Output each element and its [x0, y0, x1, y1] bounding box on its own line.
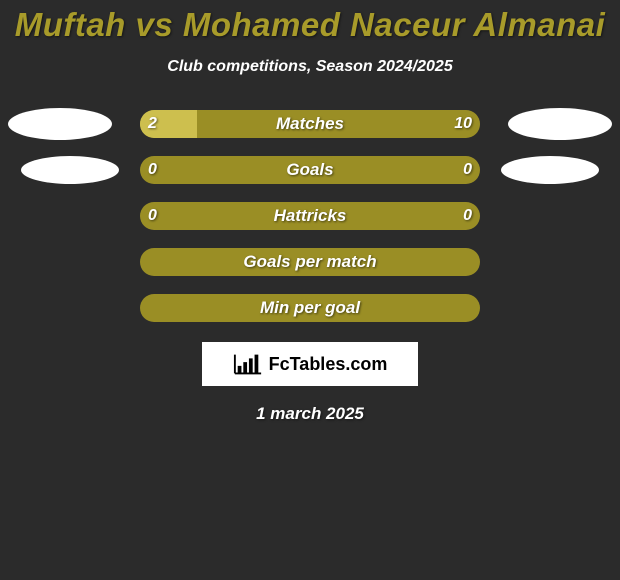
stat-value-left: 0 [148, 156, 182, 184]
stat-value-left: 2 [148, 110, 182, 138]
stat-row: Goals0 0 [0, 152, 620, 198]
stat-bar: Hattricks0 0 [140, 202, 480, 230]
footer-date: 1 march 2025 [0, 404, 620, 424]
bar-chart-icon [233, 352, 263, 376]
stat-row: Min per goal [0, 290, 620, 336]
stat-value-right: 10 [438, 110, 472, 138]
stat-label: Min per goal [140, 294, 480, 322]
stat-bar: Goals per match [140, 248, 480, 276]
page-subtitle: Club competitions, Season 2024/2025 [0, 58, 620, 76]
stat-label: Goals per match [140, 248, 480, 276]
stat-value-right: 0 [438, 156, 472, 184]
player-avatar-left [8, 108, 112, 140]
stat-value-right [438, 248, 472, 276]
stat-bar: Goals0 0 [140, 156, 480, 184]
brand-text: FcTables.com [269, 354, 388, 375]
player-avatar-right [501, 156, 599, 184]
stat-row: Goals per match [0, 244, 620, 290]
stat-label: Hattricks [140, 202, 480, 230]
stat-value-left: 0 [148, 202, 182, 230]
comparison-card: Muftah vs Mohamed Naceur Almanai Club co… [0, 0, 620, 580]
stat-label: Goals [140, 156, 480, 184]
stat-bar: Min per goal [140, 294, 480, 322]
brand-badge: FcTables.com [202, 342, 418, 386]
stat-value-right: 0 [438, 202, 472, 230]
stat-value-left [148, 294, 182, 322]
stat-value-right [438, 294, 472, 322]
stat-bar: Matches2 10 [140, 110, 480, 138]
stat-row: Hattricks0 0 [0, 198, 620, 244]
player-avatar-left [21, 156, 119, 184]
stat-value-left [148, 248, 182, 276]
stat-label: Matches [140, 110, 480, 138]
player-avatar-right [508, 108, 612, 140]
page-title: Muftah vs Mohamed Naceur Almanai [0, 0, 620, 44]
stat-row: Matches2 10 [0, 106, 620, 152]
stats-area: Matches210Goals00Hattricks00Goals per ma… [0, 106, 620, 336]
